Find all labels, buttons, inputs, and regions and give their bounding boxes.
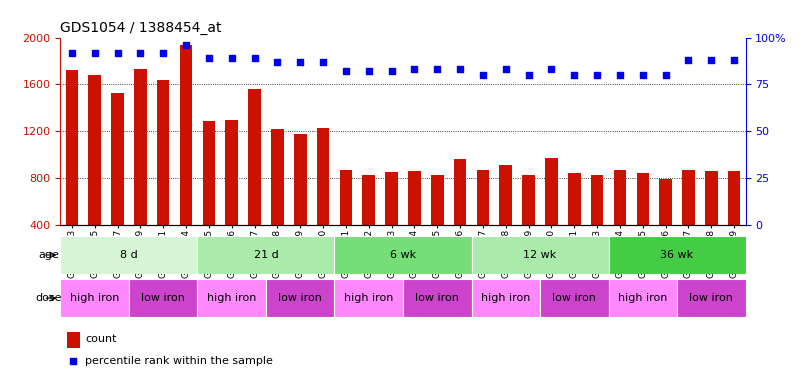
Point — [659, 72, 672, 78]
Point — [293, 59, 306, 65]
Bar — [180, 45, 193, 272]
Point — [339, 68, 352, 74]
Point — [476, 72, 489, 78]
Bar — [294, 134, 306, 272]
Point — [408, 66, 421, 72]
Point — [728, 57, 741, 63]
Bar — [197, 279, 266, 317]
Bar — [568, 173, 580, 272]
Point — [454, 66, 467, 72]
Text: 6 wk: 6 wk — [390, 250, 416, 260]
Bar — [339, 170, 352, 272]
Text: GDS1054 / 1388454_at: GDS1054 / 1388454_at — [60, 21, 222, 35]
Text: low iron: low iron — [689, 293, 733, 303]
Bar — [609, 279, 677, 317]
Bar — [677, 279, 746, 317]
Bar — [522, 175, 535, 272]
Point — [248, 55, 261, 61]
Point — [430, 66, 443, 72]
Bar — [540, 279, 609, 317]
Bar — [60, 236, 197, 274]
Point — [385, 68, 398, 74]
Point — [545, 66, 558, 72]
Bar — [454, 159, 467, 272]
Point — [134, 50, 147, 55]
Bar — [134, 69, 147, 272]
Text: high iron: high iron — [344, 293, 393, 303]
Bar — [591, 175, 604, 272]
Bar — [403, 279, 472, 317]
Point — [202, 55, 215, 61]
Bar — [431, 175, 443, 272]
Text: 8 d: 8 d — [120, 250, 138, 260]
Bar — [500, 165, 512, 272]
Bar — [334, 236, 472, 274]
Text: 12 wk: 12 wk — [523, 250, 557, 260]
Bar — [266, 279, 334, 317]
Point — [180, 42, 193, 48]
Bar — [157, 80, 169, 272]
Point — [499, 66, 512, 72]
Bar — [202, 121, 215, 272]
Point — [591, 72, 604, 78]
Bar — [334, 279, 403, 317]
Point — [636, 72, 649, 78]
Point — [317, 59, 330, 65]
Text: high iron: high iron — [70, 293, 119, 303]
Bar — [271, 129, 284, 272]
Text: percentile rank within the sample: percentile rank within the sample — [85, 356, 273, 366]
Point — [682, 57, 695, 63]
Bar — [613, 170, 626, 272]
Point — [271, 59, 284, 65]
Text: age: age — [39, 250, 60, 260]
Bar — [111, 93, 124, 272]
Bar — [659, 179, 672, 272]
Text: low iron: low iron — [552, 293, 596, 303]
Text: 21 d: 21 d — [254, 250, 278, 260]
Bar — [728, 171, 741, 272]
Text: count: count — [85, 334, 117, 344]
Bar — [89, 75, 101, 272]
Bar — [476, 170, 489, 272]
Text: low iron: low iron — [141, 293, 185, 303]
Point — [522, 72, 535, 78]
Bar — [472, 279, 540, 317]
Point — [362, 68, 375, 74]
Point — [567, 72, 580, 78]
Bar — [472, 236, 609, 274]
Text: dose: dose — [35, 293, 62, 303]
Bar — [363, 175, 375, 272]
Bar — [682, 170, 695, 272]
Point — [65, 50, 78, 55]
Point — [156, 50, 169, 55]
Point — [67, 358, 80, 364]
Bar — [68, 332, 80, 348]
Point — [225, 55, 239, 61]
Text: low iron: low iron — [278, 293, 322, 303]
Bar — [317, 128, 330, 272]
Text: low iron: low iron — [415, 293, 459, 303]
Point — [111, 50, 124, 55]
Text: 36 wk: 36 wk — [660, 250, 694, 260]
Bar — [60, 279, 129, 317]
Bar — [248, 89, 261, 272]
Point — [613, 72, 626, 78]
Text: high iron: high iron — [618, 293, 667, 303]
Bar — [226, 120, 238, 272]
Text: high iron: high iron — [207, 293, 256, 303]
Bar — [705, 171, 717, 272]
Bar — [197, 236, 334, 274]
Bar — [545, 158, 558, 272]
Bar — [609, 236, 746, 274]
Bar — [408, 171, 421, 272]
Text: high iron: high iron — [481, 293, 530, 303]
Bar — [129, 279, 197, 317]
Point — [704, 57, 717, 63]
Bar — [385, 172, 398, 272]
Bar — [637, 173, 649, 272]
Bar — [65, 70, 78, 272]
Point — [88, 50, 101, 55]
